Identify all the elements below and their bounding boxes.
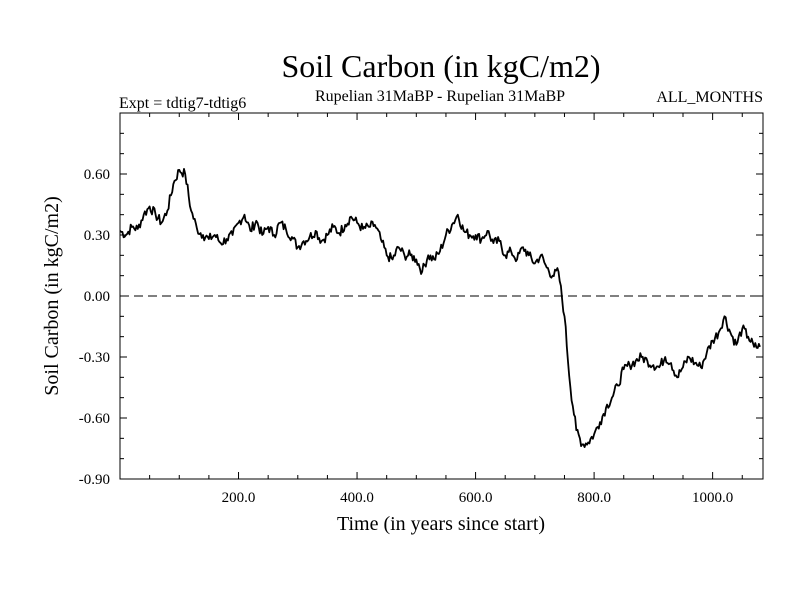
y-tick-label: -0.60	[79, 411, 110, 427]
series-line	[119, 167, 761, 449]
x-tick-labels: 200.0 400.0 600.0 800.0 1000.0	[222, 490, 734, 506]
y-axis-label: Soil Carbon (in kgC/m2)	[41, 196, 63, 395]
y-tick-label: -0.90	[79, 472, 110, 488]
chart-title: Soil Carbon (in kgC/m2)	[281, 48, 600, 84]
y-tick-label: 0.00	[84, 289, 110, 305]
x-axis-label: Time (in years since start)	[337, 513, 545, 535]
y-tick-label: 0.60	[84, 167, 110, 183]
plot-frame	[119, 112, 764, 480]
x-tick-label: 200.0	[222, 490, 256, 506]
y-tick-label: 0.30	[84, 228, 110, 244]
x-tick-label: 400.0	[340, 490, 374, 506]
y-tick-labels: -0.90 -0.60 -0.30 0.00 0.30 0.60	[79, 167, 110, 488]
x-tick-label: 800.0	[577, 490, 611, 506]
subtitle-left: Expt = tdtig7-tdtig6	[119, 95, 246, 112]
x-tick-label: 1000.0	[692, 490, 733, 506]
x-tick-label: 600.0	[459, 490, 493, 506]
axis-ticks	[120, 113, 763, 479]
subtitle-right: ALL_MONTHS	[656, 89, 763, 106]
y-tick-label: -0.30	[79, 350, 110, 366]
subtitle-center: Rupelian 31MaBP - Rupelian 31MaBP	[315, 88, 565, 105]
series-group	[119, 167, 761, 449]
